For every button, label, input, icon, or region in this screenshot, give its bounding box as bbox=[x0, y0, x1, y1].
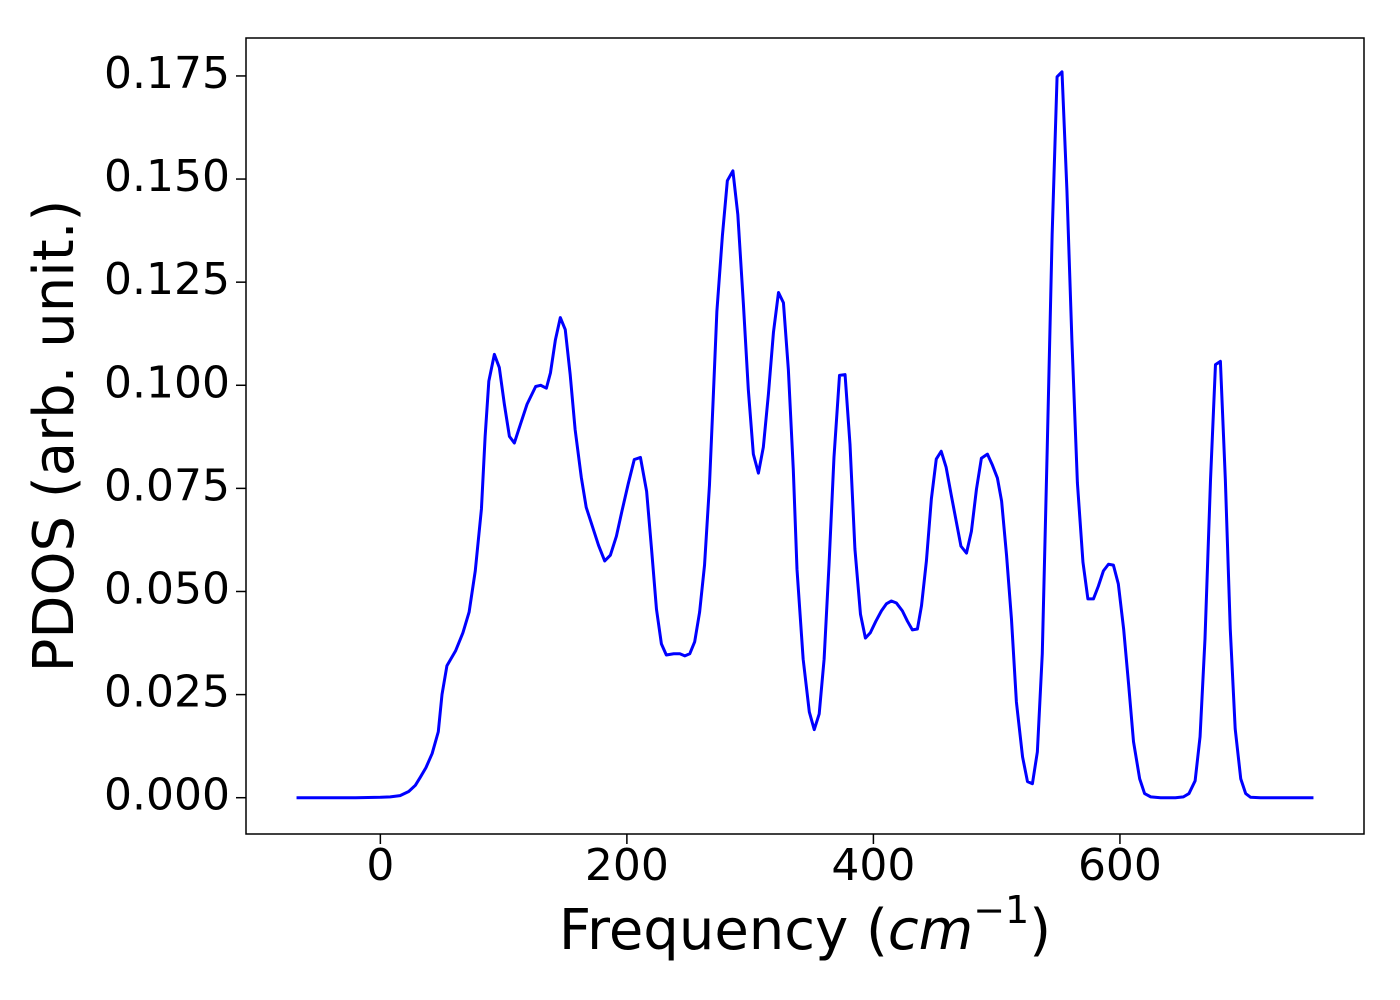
x-label-part: ) bbox=[1029, 898, 1051, 963]
y-tick-label: 0.050 bbox=[104, 563, 230, 614]
x-label-part: −1 bbox=[973, 888, 1029, 932]
y-axis-label: PDOS (arb. unit.) bbox=[22, 200, 87, 673]
y-tick-label: 0.100 bbox=[104, 357, 230, 408]
pdos-line bbox=[296, 70, 1314, 800]
x-tick-label: 400 bbox=[831, 840, 915, 891]
y-tick-label: 0.025 bbox=[104, 667, 230, 718]
x-tick-label: 200 bbox=[585, 840, 669, 891]
y-tick-label: 0.075 bbox=[104, 460, 230, 511]
y-tick-label: 0.150 bbox=[104, 151, 230, 202]
y-tick-label: 0.000 bbox=[104, 770, 230, 821]
x-label-part: Frequency ( bbox=[559, 898, 888, 963]
x-tick-label: 0 bbox=[366, 840, 394, 891]
x-tick-label: 600 bbox=[1078, 840, 1162, 891]
x-label-part: cm bbox=[888, 898, 973, 963]
y-tick-label: 0.125 bbox=[104, 254, 230, 305]
x-axis-label: Frequency (cm−1) bbox=[559, 888, 1051, 964]
y-tick-label: 0.175 bbox=[104, 48, 230, 99]
plot-frame bbox=[245, 37, 1365, 835]
